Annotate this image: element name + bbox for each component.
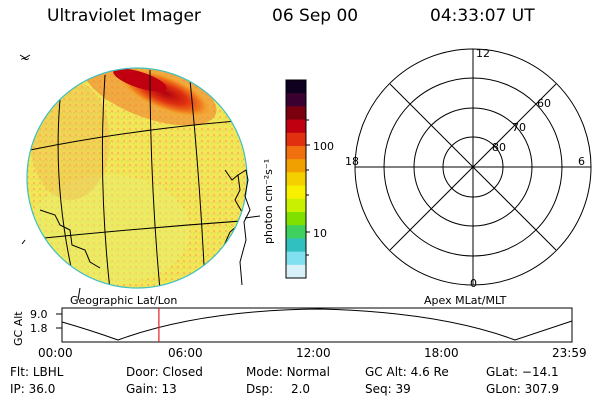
- colorbar-segment: [286, 251, 306, 266]
- timeline-xtick-1200: 12:00: [296, 346, 331, 360]
- colorbar-segment: [286, 93, 306, 107]
- colorbar-segment: [286, 106, 306, 121]
- timeline-left-label: Geographic Lat/Lon: [70, 294, 178, 307]
- colorbar-segment: [286, 198, 306, 213]
- colorbar-tick-10: 10: [313, 227, 327, 240]
- colorbar-ticks: [306, 119, 310, 256]
- timeline-xtick-0600: 06:00: [168, 346, 203, 360]
- polar-label-6: 6: [578, 155, 585, 168]
- polar-label-0: 0: [470, 277, 477, 290]
- date-label: 06 Sep 00: [272, 6, 359, 26]
- colorbar-segment: [286, 159, 306, 173]
- colorbar-segment: [286, 238, 306, 253]
- polar-label-18: 18: [345, 155, 359, 168]
- colorbar-segment: [286, 212, 306, 226]
- colorbar: [285, 79, 307, 279]
- uv-earth-image: [26, 67, 248, 289]
- polar-lat-80: 80: [492, 141, 506, 154]
- timeline-xtick-2359: 23:59: [552, 346, 587, 360]
- status-glat: GLat: −14.1: [486, 365, 559, 379]
- colorbar-unit-label: photon cm⁻²s⁻¹: [262, 158, 275, 244]
- colorbar-segment: [286, 185, 306, 200]
- timeline-axis-title: GC Alt: [12, 311, 25, 346]
- timeline-xtick-1800: 18:00: [424, 346, 459, 360]
- colorbar-segment: [286, 132, 306, 147]
- colorbar-tick-100: 100: [313, 140, 334, 153]
- colorbar-segment: [286, 146, 306, 160]
- status-gc-alt: GC Alt: 4.6 Re: [365, 365, 449, 379]
- colorbar-segment: [286, 264, 306, 279]
- timeline-xtick-0000: 00:00: [38, 346, 73, 360]
- colorbar-segment: [286, 172, 306, 187]
- timeline-ytick-9: 9.0: [30, 308, 48, 321]
- status-mode: Mode: Normal: [246, 365, 330, 379]
- small-mark: ~: [20, 52, 31, 66]
- polar-lat-70: 70: [512, 121, 526, 134]
- timeline-ytick-1.8: 1.8: [30, 322, 48, 335]
- colorbar-segment: [286, 119, 306, 134]
- instrument-title: Ultraviolet Imager: [47, 6, 201, 26]
- polar-label-12: 12: [476, 47, 490, 60]
- colorbar-segment: [286, 225, 306, 239]
- timeline-plot: [56, 307, 573, 343]
- colorbar-border: [285, 79, 307, 279]
- time-label: 04:33:07 UT: [430, 6, 535, 26]
- timeline-right-label: Apex MLat/MLT: [424, 294, 507, 307]
- status-ip: IP: 36.0: [10, 382, 56, 396]
- status-glon: GLon: 307.9: [486, 382, 559, 396]
- map-grid-lines: [19, 54, 261, 301]
- polar-grid: [354, 48, 592, 286]
- polar-lat-60: 60: [537, 97, 551, 110]
- status-door: Door: Closed: [126, 365, 203, 379]
- status-dsp: Dsp: 2.0: [246, 382, 311, 396]
- status-seq: Seq: 39: [365, 382, 411, 396]
- colorbar-segment: [286, 80, 306, 94]
- status-flt: Flt: LBHL: [10, 365, 64, 379]
- status-gain: Gain: 13: [126, 382, 177, 396]
